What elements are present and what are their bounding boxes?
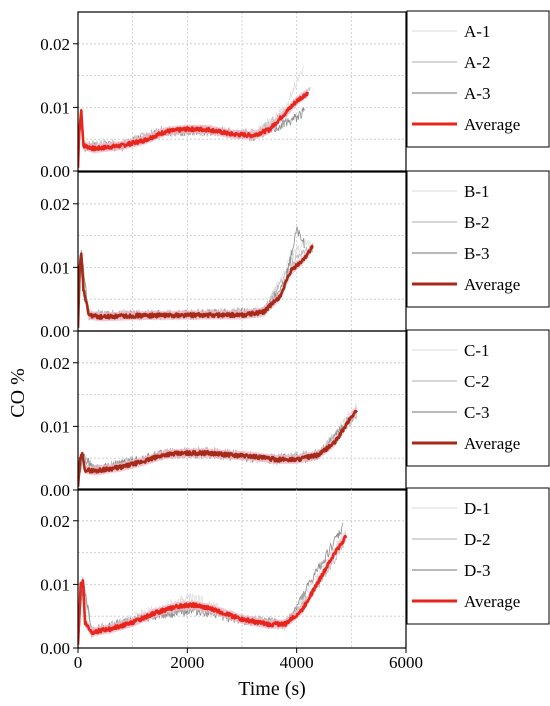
y-tick-label: 0.01	[40, 258, 70, 277]
y-tick-label: 0.02	[40, 354, 70, 373]
legend-c: C-1 C-2 C-3 Average	[406, 329, 550, 467]
y-tick-label: 0.02	[40, 512, 70, 531]
series-a-average-line	[78, 91, 309, 168]
y-tick-label: 0.00	[40, 639, 70, 658]
x-tick-label: 0	[74, 653, 83, 672]
y-tick-label: 0.01	[40, 98, 70, 117]
x-tick-label: 4000	[280, 653, 314, 672]
y-tick-label: 0.02	[40, 195, 70, 214]
legend-entry-average: Average	[464, 275, 520, 294]
legend-entry-average: Average	[464, 115, 520, 134]
panel-b: 0.00 0.01 0.02 B-1 B-2 B-3 Average	[40, 170, 550, 341]
panel-frame	[77, 171, 407, 332]
panel-c: 0.00 0.01 0.02 C-1 C-2 C-3 Average	[40, 329, 550, 500]
panel-frame	[77, 488, 407, 649]
series-d-average-line	[78, 534, 348, 645]
legend-entry-d-1: D-1	[464, 499, 490, 518]
y-axis-label: CO %	[7, 368, 29, 417]
x-axis-label: Time (s)	[238, 678, 306, 700]
legend-entry-a-1: A-1	[464, 22, 490, 41]
legend-a: A-1 A-2 A-3 Average	[406, 10, 550, 148]
legend-d: D-1 D-2 D-3 Average	[406, 487, 550, 625]
panel-d: 0.00 0.01 0.02 D-1 D-2 D-3 Average	[40, 487, 550, 658]
legend-entry-c-2: C-2	[464, 372, 490, 391]
legend-entry-b-3: B-3	[464, 244, 490, 263]
y-tick-label: 0.00	[40, 322, 70, 341]
y-tick-label: 0.01	[40, 575, 70, 594]
legend-entry-a-2: A-2	[464, 53, 490, 72]
series-c-1-line	[78, 403, 358, 488]
series-c-average-line	[78, 409, 358, 487]
y-tick-label: 0.00	[40, 162, 70, 181]
legend-entry-c-3: C-3	[464, 403, 490, 422]
y-tick-label: 0.00	[40, 481, 70, 500]
average-band	[78, 406, 357, 490]
legend-entry-average: Average	[464, 592, 520, 611]
legend-entry-c-1: C-1	[464, 341, 490, 360]
x-tick-label: 6000	[389, 653, 423, 672]
legend-entry-b-1: B-1	[464, 182, 490, 201]
legend-entry-a-3: A-3	[464, 84, 490, 103]
series-b-average-line	[78, 244, 314, 328]
grid	[78, 172, 406, 331]
series-a-3-line	[78, 107, 305, 168]
legend-entry-d-3: D-3	[464, 561, 490, 580]
panel-a: 0.00 0.01 0.02 A-1 A-2 A-3 Average	[40, 10, 550, 181]
series-a-1-line	[78, 64, 305, 169]
panel-frame	[77, 11, 407, 172]
x-tick-label: 2000	[170, 653, 204, 672]
y-tick-label: 0.02	[40, 35, 70, 54]
legend-entry-b-2: B-2	[464, 213, 490, 232]
y-tick-label: 0.01	[40, 417, 70, 436]
legend-b: B-1 B-2 B-3 Average	[406, 170, 550, 308]
legend-entry-d-2: D-2	[464, 530, 490, 549]
legend-entry-average: Average	[464, 434, 520, 453]
